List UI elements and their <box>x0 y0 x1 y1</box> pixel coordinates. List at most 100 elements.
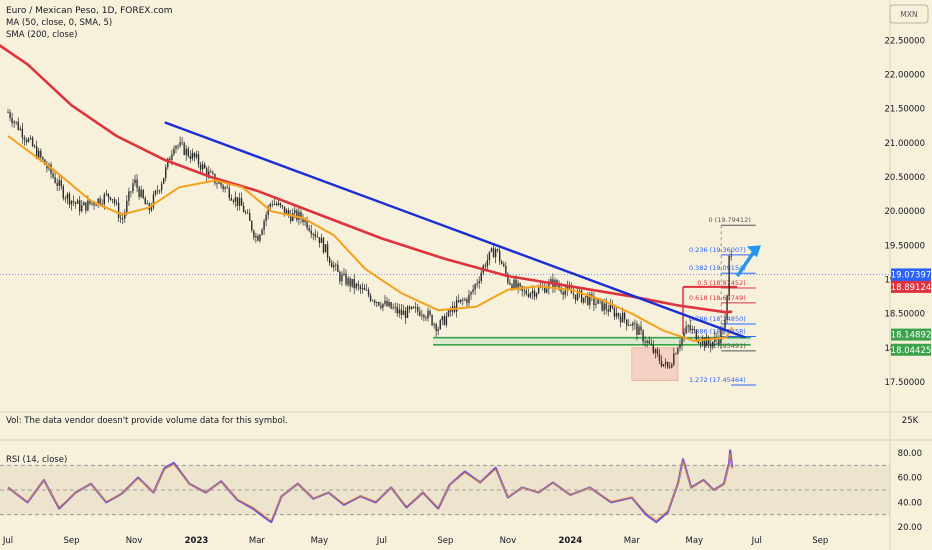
candle-body <box>671 364 673 368</box>
candle-body <box>230 198 233 201</box>
candle-body <box>259 234 261 241</box>
candle-body <box>326 244 329 258</box>
candle-body <box>279 203 282 206</box>
x-tick-label: Sep <box>437 536 453 546</box>
candle-body <box>365 290 368 291</box>
candle-body <box>527 294 530 297</box>
candle-body <box>226 187 228 189</box>
candle-body <box>384 300 386 304</box>
candle-body <box>359 285 362 289</box>
x-tick-label: 2023 <box>185 536 209 546</box>
candle-body <box>35 146 38 158</box>
rsi-tick-label: 60.00 <box>898 474 922 484</box>
x-tick-label: Sep <box>63 536 79 546</box>
candle-body <box>613 307 616 317</box>
candle-body <box>699 343 702 344</box>
candle-body <box>396 306 398 314</box>
candle-body <box>150 207 153 211</box>
candle-body <box>517 283 519 288</box>
y-tick-label: 18.50000 <box>884 310 925 320</box>
candle-body <box>345 273 347 285</box>
candle-body <box>466 299 468 304</box>
candle-body <box>310 230 312 235</box>
candle-body <box>290 214 292 222</box>
candle-body <box>656 349 659 354</box>
candle-body <box>158 190 161 192</box>
candle-body <box>99 198 101 204</box>
candle-body <box>253 230 255 238</box>
candle-body <box>507 273 509 283</box>
candle-body <box>730 255 732 257</box>
direction-arrow-shaft <box>735 249 757 278</box>
candle-body <box>511 284 513 290</box>
candle-body <box>341 274 343 282</box>
candle-body <box>724 319 726 331</box>
candle-body <box>558 285 560 288</box>
candle-body <box>691 328 693 330</box>
candle-body <box>720 328 722 344</box>
candle-body <box>224 187 226 190</box>
candle-body <box>232 200 235 202</box>
candle-body <box>574 294 577 301</box>
candle-body <box>515 279 517 288</box>
candle-body <box>183 142 185 155</box>
candle-body <box>460 299 462 302</box>
candle-body <box>380 305 382 308</box>
ma-legend-label: MA (50, close, 0, SMA, 5) <box>6 18 112 28</box>
candle-body <box>31 137 34 147</box>
candle-body <box>623 312 626 320</box>
candle-body <box>38 150 40 158</box>
candle-body <box>439 320 441 330</box>
candle-body <box>349 278 351 287</box>
candle-body <box>533 290 536 297</box>
candle-body <box>390 302 392 309</box>
candle-body <box>246 212 249 214</box>
fib-level-label: 0.236 (19.36007) <box>689 246 746 254</box>
candle-body <box>171 154 173 160</box>
candle-body <box>652 345 655 353</box>
candle-body <box>162 178 165 184</box>
candle-body <box>302 218 304 223</box>
candle-body <box>355 283 357 289</box>
candle-body <box>128 191 130 201</box>
candle-body <box>363 287 366 291</box>
candle-body <box>322 237 325 253</box>
candle-body <box>433 323 435 326</box>
candle-body <box>283 206 286 215</box>
direction-arrow-head <box>746 245 761 258</box>
candle-body <box>103 194 105 205</box>
candle-body <box>142 189 144 199</box>
candle-body <box>585 296 587 298</box>
y-tick-label: 22.00000 <box>884 71 925 81</box>
candle-body <box>304 219 306 223</box>
candle-body <box>367 290 370 296</box>
candle-body <box>525 290 528 295</box>
support-zone <box>433 337 751 345</box>
candle-body <box>644 341 646 343</box>
fib-level-label: 0.382 (19.09154) <box>689 264 746 272</box>
candle-body <box>474 284 476 290</box>
candle-body <box>136 179 138 188</box>
candle-body <box>87 200 89 211</box>
candle-body <box>33 146 36 147</box>
candle-body <box>218 182 220 184</box>
candle-body <box>642 330 644 342</box>
candle-body <box>580 290 583 303</box>
candle-body <box>265 214 267 221</box>
y-tick-label: 22.50000 <box>884 36 925 46</box>
candle-body <box>337 264 339 273</box>
candle-body <box>458 300 460 302</box>
candle-body <box>601 299 603 311</box>
rsi-legend-label: RSI (14, close) <box>6 455 67 465</box>
candle-body <box>220 182 222 186</box>
candle-body <box>175 146 177 149</box>
sma-legend-label: SMA (200, close) <box>6 30 77 40</box>
candle-body <box>417 307 419 312</box>
candle-body <box>587 296 589 305</box>
candle-body <box>79 200 81 212</box>
rsi-signal-line <box>7 453 733 521</box>
candle-body <box>728 255 730 297</box>
candle-body <box>630 324 632 326</box>
candle-body <box>480 272 482 281</box>
